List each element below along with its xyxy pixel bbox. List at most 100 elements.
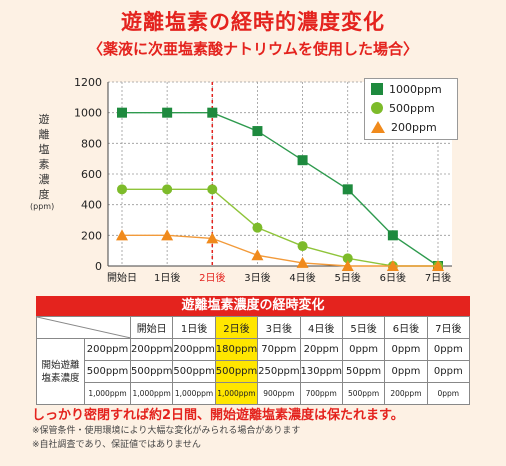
row-group-header-line: 開始遊離: [41, 359, 80, 371]
table-cell: 500ppm: [341, 382, 386, 405]
y-axis-label-char: 遊: [38, 113, 50, 126]
y-tick-label: 600: [81, 168, 102, 181]
x-tick-label: 2日後: [199, 271, 225, 284]
row-label: 1,000ppm: [84, 382, 131, 405]
table-row: 500ppm 500ppm 500ppm 500ppm 250ppm 130pp…: [37, 360, 471, 383]
data-point-circle: [342, 253, 353, 264]
table-cell-highlight: 180ppm: [214, 338, 259, 361]
table-row: 1,000ppm 1,000ppm 1,000ppm 1,000ppm 900p…: [37, 382, 471, 405]
column-header: 開始日: [129, 316, 174, 339]
x-tick-label: 5日後: [335, 271, 361, 284]
table-cell: 1,000ppm: [172, 382, 216, 405]
row-group-header-line: 塩素濃度: [41, 372, 80, 384]
data-point-circle: [252, 222, 263, 233]
table-cell: 500ppm: [129, 360, 174, 383]
data-point-square: [117, 107, 127, 118]
y-tick-label: 800: [81, 137, 102, 150]
table-header-row: 開始日 1日後 2日後 3日後 4日後 5日後 6日後 7日後: [36, 316, 471, 339]
square-marker-icon: [371, 83, 383, 95]
table-cell: 0ppm: [384, 360, 428, 383]
main-note: しっかり密閉すれば約2日間、開始遊離塩素濃度は保たれます。: [32, 408, 404, 423]
data-point-square: [162, 107, 173, 118]
series-line-1000ppm: [122, 111, 439, 267]
data-point-square: [342, 184, 353, 195]
y-axis-label-char: 度: [38, 188, 50, 201]
data-point-circle: [297, 241, 308, 252]
column-header: 1日後: [172, 316, 216, 339]
table-cell: 20ppm: [299, 338, 343, 361]
legend-item-200ppm: 200ppm: [365, 118, 457, 136]
legend-label: 500ppm: [389, 101, 435, 115]
data-point-triangle: [296, 256, 309, 268]
column-header: 7日後: [426, 316, 471, 339]
legend-item-500ppm: 500ppm: [365, 99, 457, 117]
series-line-200ppm: [122, 234, 438, 267]
y-axis-unit: (ppm): [30, 202, 55, 211]
table-cell-highlight: 1,000ppm: [214, 382, 259, 405]
table-row: 開始遊離 塩素濃度 200ppm 200ppm 200ppm 180ppm 70…: [36, 338, 471, 405]
triangle-marker-icon: [371, 121, 385, 133]
table-cell: 0ppm: [426, 360, 471, 383]
x-tick-label: 4日後: [289, 271, 315, 284]
y-axis-label-char: 離: [38, 128, 50, 141]
y-tick-label: 200: [81, 229, 102, 242]
data-point-triangle: [341, 260, 354, 271]
table-cell-highlight: 500ppm: [214, 360, 259, 383]
y-tick-label: 1000: [74, 107, 102, 120]
table-cell: 130ppm: [299, 360, 343, 383]
x-tick-label: 3日後: [244, 271, 270, 284]
legend-item-1000ppm: 1000ppm: [365, 80, 457, 98]
data-point-triangle: [386, 260, 399, 271]
data-point-triangle: [116, 229, 128, 241]
table-cell: 0ppm: [341, 338, 386, 361]
data-point-square: [387, 230, 398, 241]
chart-legend: 1000ppm 500ppm 200ppm: [364, 78, 458, 140]
table-corner: [36, 316, 131, 339]
table-cell: 50ppm: [341, 360, 386, 383]
row-label: 500ppm: [84, 360, 131, 383]
column-header: 5日後: [341, 316, 386, 339]
table-cell: 200ppm: [384, 382, 428, 405]
data-point-square: [297, 155, 308, 166]
concentration-table: 遊離塩素濃度の経時変化 開始日 1日後 2日後 3日後 4日後 5日後 6日後 …: [36, 296, 471, 405]
data-point-circle: [162, 184, 173, 195]
x-tick-label: 6日後: [380, 271, 406, 284]
footnote: ※保管条件・使用環境により大幅な変化がみられる場合があります: [32, 426, 301, 436]
y-axis-label-char: 濃: [38, 173, 50, 186]
data-point-circle: [117, 184, 127, 195]
table-cell: 1,000ppm: [129, 382, 174, 405]
x-tick-label: 7日後: [425, 271, 451, 284]
data-point-triangle: [432, 260, 444, 271]
footnote: ※自社調査であり、保証値ではありません: [32, 440, 201, 450]
y-axis-label-char: 塩: [38, 143, 50, 156]
table-cell: 0ppm: [426, 382, 471, 405]
table-title: 遊離塩素濃度の経時変化: [36, 296, 470, 316]
y-tick-label: 0: [95, 260, 102, 273]
data-point-square: [207, 107, 218, 118]
legend-label: 200ppm: [391, 120, 437, 134]
x-tick-label: 1日後: [154, 271, 180, 284]
data-table: 開始日 1日後 2日後 3日後 4日後 5日後 6日後 7日後 開始遊離 塩素濃…: [36, 316, 471, 405]
table-cell: 700ppm: [299, 382, 343, 405]
column-header: 4日後: [299, 316, 343, 339]
y-axis-label-char: 素: [38, 158, 50, 171]
table-cell: 500ppm: [172, 360, 216, 383]
column-header: 6日後: [384, 316, 428, 339]
table-cell: 0ppm: [426, 338, 471, 361]
table-cell: 70ppm: [257, 338, 301, 361]
diagonal-line-icon: [37, 317, 130, 338]
table-cell: 250ppm: [257, 360, 301, 383]
series-line-500ppm: [122, 188, 438, 267]
circle-marker-icon: [371, 102, 383, 114]
table-cell: 0ppm: [384, 338, 428, 361]
y-axis-label: 遊離塩素濃度: [34, 112, 54, 202]
y-tick-label: 1200: [74, 76, 102, 89]
data-point-square: [252, 126, 263, 137]
y-tick-label: 400: [81, 199, 102, 212]
column-header: 3日後: [257, 316, 301, 339]
chart-subtitle: 〈薬液に次亜塩素酸ナトリウムを使用した場合〉: [87, 40, 418, 58]
x-tick-label: 開始日: [107, 271, 137, 284]
chart-title: 遊離塩素の経時的濃度変化: [121, 10, 385, 34]
row-group-header: 開始遊離 塩素濃度: [36, 338, 85, 405]
table-cell: 900ppm: [257, 382, 301, 405]
